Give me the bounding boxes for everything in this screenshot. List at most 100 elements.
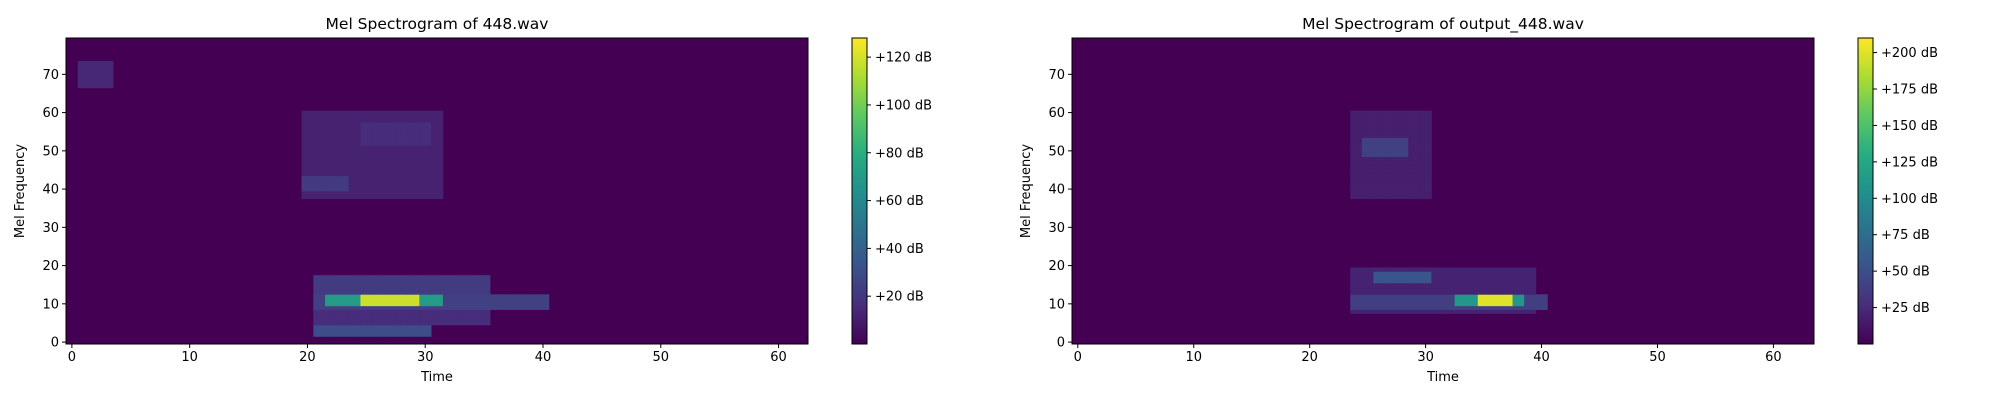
heatmap-cell (395, 122, 408, 127)
heatmap-cell (454, 290, 467, 295)
heatmap-cell (395, 301, 408, 307)
heatmap-cell (313, 191, 326, 196)
heatmap-cell (101, 80, 114, 85)
heatmap-cell (360, 160, 373, 165)
heatmap-cell (419, 305, 432, 310)
heatmap-cell (1373, 278, 1386, 284)
heatmap-cell (301, 148, 314, 154)
heatmap-cell (360, 164, 373, 169)
heatmap-cell (313, 125, 326, 131)
heatmap-cell (431, 317, 444, 322)
heatmap-cell (1373, 301, 1386, 307)
heatmap-cell (325, 313, 338, 318)
heatmap-cell (348, 175, 361, 180)
heatmap-cell (442, 305, 456, 310)
heatmap-cell (1396, 114, 1409, 119)
heatmap-cell (1408, 290, 1421, 295)
heatmap-cell (1466, 305, 1479, 310)
heatmap-cell (1477, 301, 1490, 307)
heatmap-cell (431, 313, 444, 318)
heatmap-cell (525, 305, 538, 310)
heatmap-cell (1454, 271, 1467, 276)
heatmap-cell (1361, 171, 1374, 177)
heatmap-cell (360, 148, 373, 154)
heatmap-cell (1477, 286, 1490, 291)
heatmap-cell (360, 122, 373, 127)
heatmap-cell (360, 145, 373, 150)
heatmap-cell (372, 313, 385, 318)
heatmap-cell (336, 164, 350, 169)
heatmap-cell (1373, 187, 1386, 192)
heatmap-cell (1361, 194, 1374, 200)
heatmap-cell (466, 278, 479, 284)
heatmap-cell (360, 183, 373, 188)
heatmap-cell (431, 278, 444, 284)
heatmap-cell (336, 122, 350, 127)
heatmap-cell (1361, 160, 1374, 165)
heatmap-cell (407, 290, 420, 295)
heatmap-cell (1396, 125, 1409, 131)
heatmap-cell (490, 298, 503, 303)
heatmap-cell (1350, 275, 1363, 280)
heatmap-cell (442, 317, 456, 322)
heatmap-cell (384, 321, 397, 326)
heatmap-cell (1350, 125, 1363, 131)
heatmap-cell (537, 301, 550, 307)
heatmap-cell (348, 145, 361, 150)
heatmap-cell (1373, 191, 1386, 196)
heatmap-cell (301, 194, 314, 200)
heatmap-cell (1373, 194, 1386, 200)
heatmap-cell (513, 294, 526, 299)
heatmap-cell (513, 301, 526, 307)
heatmap-cell (313, 141, 326, 146)
heatmap-cell (1373, 141, 1386, 146)
heatmap-cell (395, 321, 408, 326)
x-tick-label: 0 (1074, 350, 1082, 365)
heatmap-cell (1385, 179, 1398, 184)
heatmap-cell (1466, 290, 1479, 295)
heatmap-cell (1535, 298, 1548, 303)
heatmap-cell (419, 286, 432, 291)
heatmap-cell (1500, 282, 1513, 288)
heatmap-cell (1350, 141, 1363, 146)
heatmap-cell (1524, 290, 1537, 295)
heatmap-cell (395, 282, 408, 288)
heatmap-cell (1396, 175, 1409, 180)
heatmap-cell (336, 129, 350, 135)
heatmap-cell (1373, 298, 1386, 303)
heatmap-cell (1396, 191, 1409, 196)
heatmap-cell (1373, 125, 1386, 131)
heatmap-cell (1454, 267, 1467, 272)
heatmap-cell (525, 294, 538, 299)
heatmap-cell (1408, 125, 1421, 131)
x-tick-label: 50 (653, 350, 670, 365)
heatmap-cell (77, 72, 90, 77)
heatmap-cell (384, 275, 397, 280)
heatmap-cell (1385, 267, 1398, 272)
heatmap-cell (348, 294, 361, 299)
heatmap-cell (1431, 298, 1444, 303)
heatmap-cell (454, 305, 467, 310)
y-tick-label: 50 (42, 144, 59, 159)
heatmap-cell (407, 122, 420, 127)
heatmap-cell (1396, 137, 1409, 142)
heatmap-cell (1396, 171, 1409, 177)
heatmap-cell (407, 317, 420, 322)
heatmap-cell (1385, 122, 1398, 127)
heatmap-cell (1385, 290, 1398, 295)
heatmap-cell (1408, 175, 1421, 180)
heatmap-cell (348, 313, 361, 318)
heatmap-cell (301, 175, 314, 180)
heatmap-cell (313, 114, 326, 119)
heatmap-cell (431, 118, 444, 123)
heatmap-cell (407, 175, 420, 180)
heatmap-cell (407, 114, 420, 119)
heatmap-cell (336, 175, 350, 180)
heatmap-cell (1350, 191, 1363, 196)
heatmap-cell (454, 309, 467, 314)
x-tick-label: 30 (1417, 350, 1434, 365)
heatmap-cell (1396, 160, 1409, 165)
heatmap-cell (1489, 309, 1502, 314)
heatmap-cell (1385, 125, 1398, 131)
heatmap-cell (1396, 194, 1409, 200)
